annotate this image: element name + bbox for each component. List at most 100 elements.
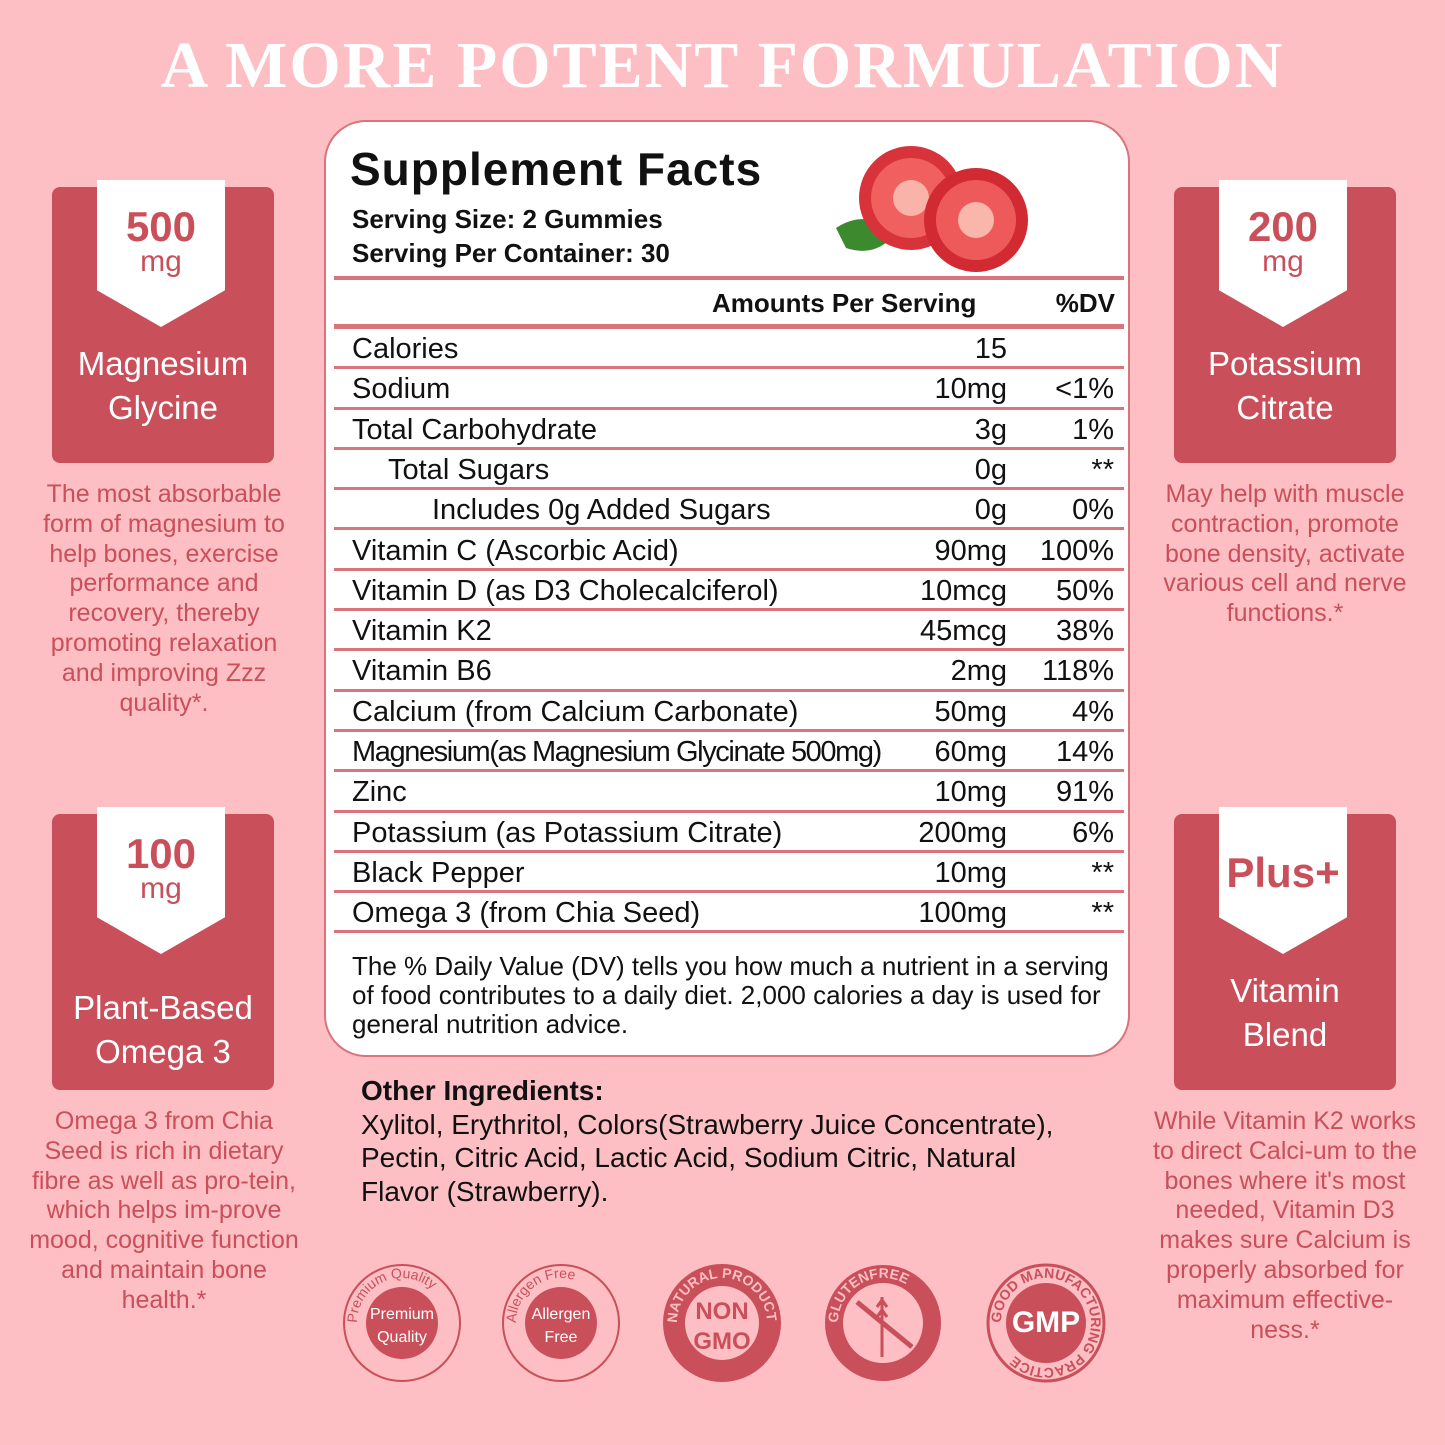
amount-tag: Plus+: [1219, 807, 1347, 954]
divider: [334, 324, 1124, 329]
nutrient-amount: 10mg: [934, 776, 1007, 809]
amount: 500: [125, 203, 197, 250]
nutrient-dv: 118%: [1041, 655, 1114, 688]
facts-row: Omega 3 (from Chia Seed) 100mg **: [334, 893, 1124, 934]
nutrient-dv: 14%: [1055, 736, 1114, 768]
nutrient-name: Vitamin D (as D3 Cholecalciferol): [352, 574, 779, 607]
badge-center-2: Free: [545, 1329, 578, 1346]
nutrient-amount: 10mg: [934, 373, 1007, 406]
dv-note: The % Daily Value (DV) tells you how muc…: [352, 951, 1109, 1039]
nutrient-name: Potassium (as Potassium Citrate): [352, 816, 783, 849]
nutrient-amount: 10mg: [934, 856, 1007, 889]
nutrient-amount: 15: [974, 333, 1007, 365]
facts-title: Supplement Facts: [350, 143, 763, 195]
nutrient-dv: 38%: [1055, 615, 1114, 648]
facts-row: Potassium (as Potassium Citrate) 200mg 6%: [334, 813, 1124, 853]
card-desc: While Vitamin K2 works to direct Calci-u…: [1153, 1107, 1417, 1344]
nutrient-dv: 50%: [1055, 574, 1114, 607]
facts-row: Vitamin D (as D3 Cholecalciferol) 10mcg 50…: [334, 571, 1124, 612]
nutrient-amount: 60mg: [934, 736, 1007, 768]
card-label: Magnesium Glycine: [77, 345, 249, 426]
amount-tag: 200 mg: [1219, 180, 1347, 327]
nutrient-dv: 1%: [1072, 413, 1114, 446]
nutrient-dv: 6%: [1072, 816, 1114, 849]
nutrient-name: Black Pepper: [352, 856, 525, 889]
nutrient-name: Vitamin K2: [352, 615, 492, 648]
nutrient-name: Total Carbohydrate: [352, 413, 598, 446]
card-potassium: 200 mg Potassium Citrate: [1174, 180, 1396, 463]
facts-row: Includes 0g Added Sugars 0g 0%: [334, 490, 1124, 531]
unit: mg: [140, 245, 182, 278]
badge-center-1: Premium: [370, 1306, 434, 1323]
supplement-facts-panel: Supplement Facts Serving Size: 2 Gummies…: [324, 120, 1130, 1057]
header-dv: %DV: [1055, 288, 1115, 318]
facts-row: Sodium 10mg <1%: [334, 369, 1124, 410]
page-title: A MORE POTENT FORMULATION: [160, 29, 1285, 102]
nutrient-name: Magnesium(as Magnesium Glycinate 500mg): [352, 736, 882, 768]
nutrient-name: Omega 3 (from Chia Seed): [352, 897, 701, 930]
amount-tag: 500 mg: [97, 180, 225, 327]
badge-center-2: Quality: [377, 1329, 427, 1346]
nutrient-name: Sodium: [352, 373, 451, 406]
nutrient-amount: 90mg: [934, 534, 1007, 567]
nutrient-dv: 0%: [1072, 494, 1114, 527]
facts-row: Black Pepper 10mg **: [334, 853, 1124, 894]
card-label: Plant-Based Omega 3: [73, 989, 253, 1070]
facts-row: Magnesium(as Magnesium Glycinate 500mg) 6…: [334, 732, 1124, 773]
nutrient-dv: 100%: [1039, 534, 1114, 567]
nutrient-dv: 4%: [1072, 695, 1114, 728]
other-text: Xylitol, Erythritol, Colors(Strawberry J…: [361, 1108, 1054, 1207]
amount: Plus+: [1226, 849, 1340, 896]
nutrient-amount: 100mg: [918, 897, 1007, 930]
amount: 200: [1247, 203, 1319, 250]
facts-row: Calories 15: [334, 329, 1124, 370]
serving-info: Serving Size: 2 Gummies Serving Per Conta…: [352, 204, 670, 268]
badge-center-2: GMO: [693, 1328, 750, 1355]
nutrient-name: Calories: [352, 333, 459, 365]
unit: mg: [140, 872, 182, 905]
card-vitamin-blend: Plus+ Vitamin Blend: [1174, 807, 1396, 1090]
nutrient-amount: 50mg: [934, 695, 1007, 728]
facts-row: Zinc 10mg 91%: [334, 772, 1124, 813]
nutrient-name: Vitamin B6: [352, 655, 492, 688]
nutrient-name: Includes 0g Added Sugars: [432, 494, 771, 527]
nutrient-name: Total Sugars: [388, 453, 550, 486]
card-omega: 100 mg Plant-Based Omega 3: [52, 807, 274, 1090]
strawberry-image: [836, 146, 1028, 272]
nutrient-dv: **: [1091, 856, 1114, 889]
facts-row: Calcium (from Calcium Carbonate) 50mg 4%: [334, 692, 1124, 732]
nutrient-amount: 45mcg: [919, 615, 1007, 648]
nutrient-amount: 0g: [974, 453, 1007, 486]
other-ingredients: Other Ingredients: Xylitol, Erythritol, …: [361, 1074, 1101, 1208]
card-desc: The most absorbable form of magnesium to…: [43, 480, 285, 717]
card-magnesium: 500 mg Magnesium Glycine: [52, 180, 274, 463]
nutrient-amount: 0g: [974, 494, 1007, 527]
divider: [334, 276, 1124, 280]
header-amount: Amounts Per Serving: [712, 288, 977, 318]
other-heading: Other Ingredients:: [361, 1075, 604, 1106]
nutrient-name: Calcium (from Calcium Carbonate): [352, 695, 799, 728]
facts-row: Vitamin B6 2mg 118%: [334, 651, 1124, 692]
badge-center-1: Allergen: [532, 1306, 591, 1323]
badge-4-icon: GLUTENFREE: [825, 1265, 941, 1381]
card-desc: Omega 3 from Chia Seed is rich in dietar…: [29, 1107, 299, 1314]
badge-center-1: NON: [695, 1298, 748, 1325]
card-desc: May help with muscle contraction, promot…: [1163, 480, 1407, 628]
amount: 100: [125, 830, 197, 877]
facts-row: Vitamin K2 45mcg 38%: [334, 611, 1124, 652]
nutrient-dv: **: [1091, 897, 1114, 930]
nutrient-name: Zinc: [352, 776, 407, 809]
unit: mg: [1262, 245, 1304, 278]
card-label: Potassium Citrate: [1207, 345, 1363, 426]
facts-row: Total Sugars 0g **: [334, 450, 1124, 491]
nutrient-amount: 10mcg: [919, 574, 1007, 607]
facts-row: Vitamin C (Ascorbic Acid) 90mg 100%: [334, 531, 1124, 571]
nutrient-amount: 200mg: [918, 816, 1007, 849]
nutrient-dv: 91%: [1055, 776, 1114, 809]
nutrient-dv: <1%: [1055, 373, 1114, 406]
card-label: Vitamin Blend: [1230, 972, 1340, 1053]
badge-center-1: GMP: [1012, 1306, 1080, 1339]
